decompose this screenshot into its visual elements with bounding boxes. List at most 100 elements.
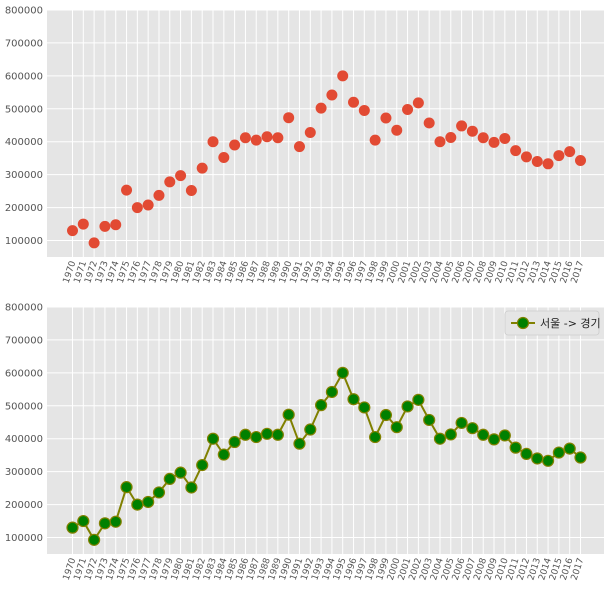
data-point: [229, 139, 241, 151]
data-point: [206, 432, 220, 445]
data-point: [164, 176, 176, 188]
data-point: [379, 408, 393, 422]
data-point: [109, 515, 122, 528]
data-point: [142, 495, 155, 509]
data-point: [196, 458, 209, 472]
data-point: [488, 136, 500, 148]
data-point: [174, 466, 187, 479]
data-point: [282, 408, 295, 421]
data-point: [520, 151, 532, 163]
data-point: [66, 521, 79, 534]
data-point: [131, 202, 143, 214]
data-point: [423, 117, 435, 129]
y-tick-label: 300000: [5, 467, 43, 478]
data-point: [412, 393, 425, 406]
data-point: [250, 134, 262, 146]
data-point: [207, 136, 219, 148]
data-point: [358, 104, 370, 116]
data-point: [444, 428, 457, 441]
data-point: [542, 158, 554, 170]
data-point: [77, 514, 90, 528]
y-tick-label: 400000: [5, 137, 43, 148]
data-point: [369, 430, 382, 444]
data-point: [477, 132, 489, 144]
data-point: [250, 430, 263, 444]
y-tick-label: 400000: [5, 434, 43, 445]
data-point: [304, 423, 317, 436]
data-point: [401, 400, 414, 413]
data-point: [369, 134, 381, 146]
y-tick-label: 200000: [5, 203, 43, 214]
data-point: [433, 432, 447, 445]
legend-box: [504, 310, 600, 336]
y-tick-label: 800000: [5, 303, 43, 314]
data-point: [466, 422, 479, 435]
data-point: [531, 155, 543, 167]
data-point: [434, 136, 446, 148]
data-point: [575, 155, 586, 167]
data-point: [88, 237, 100, 249]
data-point: [564, 146, 576, 158]
data-point: [325, 385, 339, 399]
y-tick-label: 500000: [5, 401, 43, 412]
y-tick-label: 600000: [5, 71, 43, 82]
data-point: [293, 141, 305, 153]
data-point: [541, 454, 555, 467]
data-point: [499, 132, 511, 144]
data-point: [509, 441, 522, 454]
data-point: [445, 131, 457, 143]
data-point: [131, 498, 144, 511]
data-point: [466, 125, 478, 137]
data-point: [304, 127, 316, 139]
data-point: [412, 97, 424, 109]
data-point: [531, 452, 544, 465]
data-point: [99, 220, 111, 232]
data-point: [228, 435, 241, 449]
data-point: [185, 481, 198, 494]
data-point: [142, 199, 154, 211]
data-point: [574, 451, 587, 464]
data-point: [88, 533, 101, 546]
y-tick-label: 300000: [5, 170, 43, 181]
data-point: [120, 481, 133, 494]
data-point: [498, 429, 511, 442]
line-panel: 100000 200000 300000 400000 500000 600000 7000…: [5, 303, 604, 582]
y-tick-label: 100000: [5, 533, 43, 544]
data-point: [348, 96, 360, 108]
data-point: [477, 428, 490, 441]
data-point: [67, 225, 78, 237]
data-point: [315, 102, 327, 114]
data-point: [185, 184, 197, 196]
data-point: [563, 442, 576, 455]
legend-marker-swatch: [516, 316, 530, 330]
data-point: [153, 189, 165, 201]
data-point: [260, 427, 274, 440]
data-point: [347, 393, 360, 406]
data-point: [77, 218, 89, 230]
scatter-panel: 100000 200000 300000 400000 500000 600000 7000…: [5, 6, 604, 285]
y-tick-label: 600000: [5, 368, 43, 379]
data-point: [261, 131, 273, 143]
data-point: [380, 112, 392, 124]
data-point: [314, 399, 328, 412]
y-tick-label: 800000: [5, 6, 43, 17]
data-point: [456, 120, 468, 132]
y-tick-label: 700000: [5, 335, 43, 346]
data-point: [390, 421, 403, 434]
data-point: [239, 132, 251, 144]
data-point: [552, 446, 565, 459]
data-point: [423, 413, 436, 427]
data-point: [337, 70, 349, 82]
data-point: [272, 132, 284, 144]
y-tick-label: 700000: [5, 38, 43, 49]
data-point: [196, 162, 208, 174]
legend-label: 서울 -> 경기: [540, 317, 601, 330]
data-point: [402, 103, 414, 115]
data-point: [110, 219, 122, 231]
legend: 서울 -> 경기: [504, 310, 601, 336]
data-point: [121, 184, 133, 196]
data-point: [391, 124, 403, 136]
data-point: [487, 433, 501, 446]
data-point: [553, 150, 565, 162]
